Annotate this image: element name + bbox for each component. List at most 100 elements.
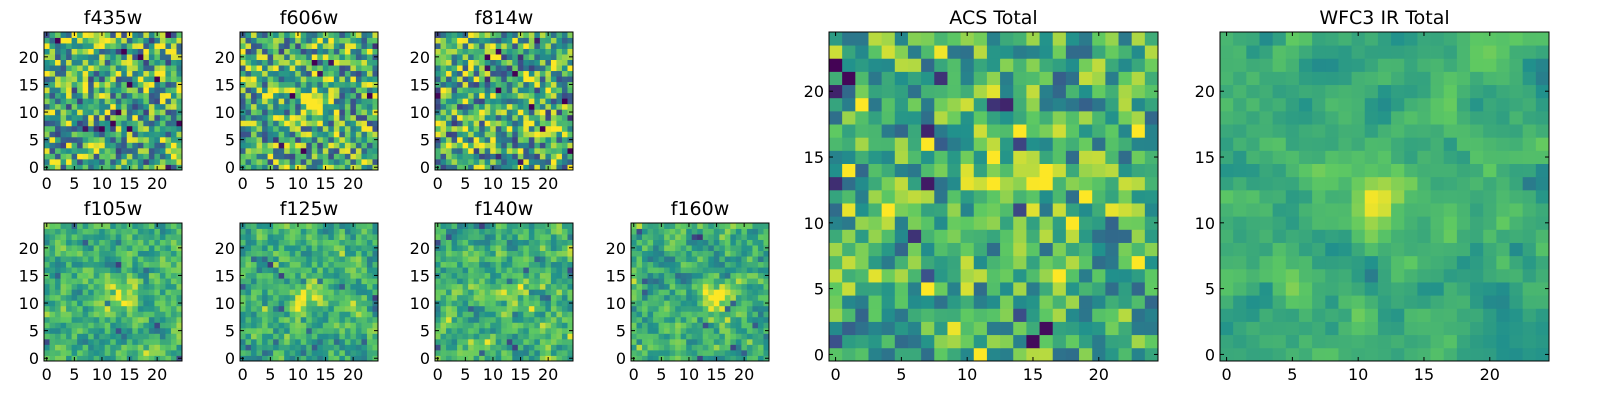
heatmap-cell [713, 305, 720, 312]
heatmap-cell [686, 261, 693, 268]
heatmap-cell [115, 256, 122, 263]
heatmap-cell [93, 234, 100, 240]
heatmap-cell [300, 228, 307, 235]
heatmap-cell [159, 76, 166, 83]
heatmap-cell [528, 256, 535, 263]
heatmap-cell [636, 294, 643, 301]
heatmap-cell [1052, 216, 1067, 230]
heatmap-cell [506, 256, 513, 263]
heatmap-cell [495, 164, 502, 171]
heatmap-cell [278, 54, 285, 60]
heatmap-cell [300, 120, 307, 127]
heatmap-cell [344, 283, 351, 290]
heatmap-cell [126, 245, 133, 251]
heatmap-cell [1079, 242, 1093, 257]
heatmap-cell [361, 223, 368, 229]
heatmap-cell [457, 136, 463, 143]
heatmap-cell [300, 125, 307, 132]
heatmap-cell [344, 98, 351, 105]
y-tick-label: 20 [410, 239, 430, 258]
heatmap-cell [159, 43, 166, 49]
heatmap-cell [328, 344, 335, 351]
heatmap-cell [311, 48, 318, 55]
heatmap-cell [366, 250, 373, 257]
heatmap-cell [284, 147, 291, 154]
heatmap-cell [77, 164, 84, 171]
heatmap-cell [148, 349, 155, 356]
heatmap-cell [512, 283, 519, 290]
heatmap-cell [556, 109, 563, 116]
heatmap-cell [295, 114, 302, 121]
heatmap-cell [137, 147, 144, 154]
heatmap-cell [691, 316, 698, 323]
heatmap-cell [523, 234, 530, 240]
x-tick-label: 0 [238, 365, 248, 384]
heatmap-cell [148, 164, 155, 171]
heatmap-cell [479, 92, 486, 99]
heatmap-cell [289, 322, 296, 329]
heatmap-cell [93, 250, 100, 257]
heatmap-cell [306, 164, 313, 171]
heatmap-cell [686, 234, 693, 240]
heatmap-cell [355, 245, 362, 251]
heatmap-cell [462, 153, 469, 160]
heatmap-cell [93, 114, 100, 121]
heatmap-cell [77, 278, 84, 285]
heatmap-cell [110, 92, 117, 99]
heatmap-cell [82, 239, 89, 246]
heatmap-cell [71, 109, 78, 116]
heatmap-cell [440, 114, 447, 121]
heatmap-cell [473, 81, 480, 88]
heatmap-cell [675, 283, 682, 290]
heatmap-cell [267, 120, 274, 127]
heatmap-cell [468, 164, 475, 171]
heatmap-cell [746, 283, 753, 290]
heatmap-cell [339, 344, 346, 351]
heatmap-cell [328, 289, 335, 296]
heatmap-cell [311, 54, 318, 60]
heatmap-cell [842, 268, 856, 283]
heatmap-cell [110, 289, 117, 296]
heatmap-cell [333, 43, 340, 49]
heatmap-cell [132, 234, 139, 240]
heatmap-cell [490, 333, 497, 340]
heatmap-cell [457, 300, 463, 307]
heatmap-cell [446, 153, 452, 160]
heatmap-cell [550, 164, 557, 171]
heatmap-cell [104, 278, 111, 285]
heatmap-cell [501, 43, 508, 49]
heatmap-cell [534, 70, 541, 77]
heatmap-cell [534, 92, 541, 99]
heatmap-cell [842, 255, 856, 270]
heatmap-cell [495, 109, 502, 116]
heatmap-cell [1013, 255, 1027, 270]
heatmap-cell [361, 289, 368, 296]
heatmap-cell [479, 261, 486, 268]
heatmap-cell [539, 164, 546, 171]
heatmap-cell [468, 70, 475, 77]
heatmap-cell [528, 109, 535, 116]
heatmap-cell [473, 344, 480, 351]
heatmap-cell [534, 125, 541, 132]
heatmap-cell [93, 131, 100, 138]
heatmap-cell [115, 32, 122, 38]
heatmap-cell [251, 228, 257, 235]
heatmap-cell [757, 322, 764, 329]
heatmap-cell [55, 125, 61, 132]
heatmap-cell [741, 250, 748, 257]
heatmap-cell [350, 333, 357, 340]
heatmap-cell [517, 125, 524, 132]
heatmap-cell [148, 92, 155, 99]
heatmap-cell [165, 136, 172, 143]
heatmap-cell [468, 54, 475, 60]
heatmap-cell [121, 98, 128, 105]
heatmap-cell [88, 109, 95, 116]
heatmap-cell [137, 256, 144, 263]
heatmap-cell [344, 278, 351, 285]
heatmap-cell [322, 109, 329, 116]
heatmap-cell [545, 305, 552, 312]
heatmap-cell [339, 158, 346, 165]
heatmap-cell [88, 153, 95, 160]
heatmap-cell [372, 59, 379, 66]
heatmap-cell [517, 70, 524, 77]
